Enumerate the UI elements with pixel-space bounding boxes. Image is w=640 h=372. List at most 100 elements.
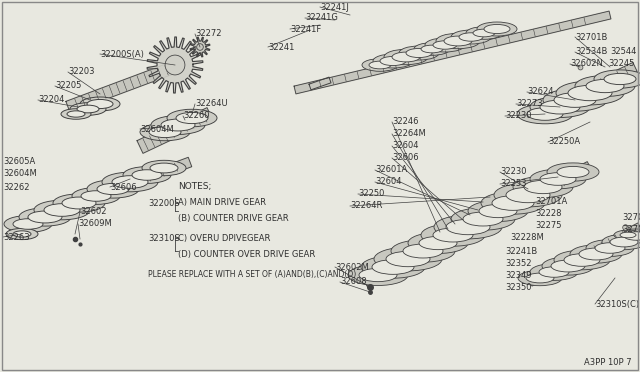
- Ellipse shape: [530, 96, 590, 118]
- Text: 32624: 32624: [527, 87, 554, 96]
- Ellipse shape: [595, 243, 625, 253]
- Text: PLEASE REPLACE WITH A SET OF (A)AND(B),(C)AND(D): PLEASE REPLACE WITH A SET OF (A)AND(B),(…: [148, 270, 356, 279]
- Ellipse shape: [80, 97, 120, 111]
- Ellipse shape: [399, 46, 439, 60]
- Ellipse shape: [539, 267, 569, 277]
- Text: 32605A: 32605A: [3, 157, 35, 167]
- Polygon shape: [13, 157, 192, 232]
- Ellipse shape: [53, 194, 105, 212]
- Text: 32701A: 32701A: [535, 198, 567, 206]
- Ellipse shape: [481, 192, 545, 214]
- Polygon shape: [147, 37, 203, 93]
- Ellipse shape: [492, 196, 534, 210]
- Ellipse shape: [391, 240, 455, 262]
- Text: 32544: 32544: [610, 48, 636, 57]
- Ellipse shape: [468, 201, 528, 221]
- Ellipse shape: [451, 208, 515, 230]
- Text: 32701B: 32701B: [575, 32, 607, 42]
- Text: 32250: 32250: [358, 189, 385, 199]
- Text: 32352: 32352: [505, 260, 531, 269]
- Ellipse shape: [556, 81, 624, 105]
- Ellipse shape: [6, 228, 38, 240]
- Text: 32203: 32203: [68, 67, 95, 77]
- Ellipse shape: [362, 59, 398, 71]
- Text: 32262: 32262: [3, 183, 29, 192]
- Ellipse shape: [408, 232, 468, 253]
- Ellipse shape: [436, 33, 480, 49]
- Text: 32246: 32246: [392, 118, 419, 126]
- Ellipse shape: [386, 251, 430, 267]
- Ellipse shape: [624, 232, 640, 240]
- Ellipse shape: [421, 224, 485, 246]
- Ellipse shape: [604, 73, 636, 84]
- Text: 32310S(C): 32310S(C): [595, 299, 639, 308]
- Ellipse shape: [586, 240, 634, 256]
- Polygon shape: [137, 108, 213, 153]
- Ellipse shape: [614, 230, 640, 240]
- Ellipse shape: [540, 173, 576, 185]
- Text: 32200S: 32200S: [148, 199, 180, 208]
- Ellipse shape: [554, 93, 596, 108]
- Ellipse shape: [444, 36, 472, 46]
- Ellipse shape: [369, 61, 391, 69]
- Text: 32241G: 32241G: [305, 13, 338, 22]
- Text: 32606: 32606: [110, 183, 136, 192]
- Ellipse shape: [594, 70, 640, 88]
- Ellipse shape: [586, 79, 624, 93]
- Text: 32241: 32241: [268, 42, 294, 51]
- Ellipse shape: [513, 176, 573, 198]
- Ellipse shape: [451, 30, 491, 44]
- Ellipse shape: [112, 176, 148, 188]
- Ellipse shape: [167, 109, 217, 127]
- Ellipse shape: [463, 212, 503, 226]
- Ellipse shape: [446, 219, 490, 235]
- Ellipse shape: [575, 76, 635, 96]
- Text: A3PP 10P 7: A3PP 10P 7: [584, 358, 632, 367]
- Text: (B) COUNTER DRIVE GEAR: (B) COUNTER DRIVE GEAR: [178, 215, 289, 224]
- Ellipse shape: [149, 126, 181, 138]
- Ellipse shape: [161, 119, 195, 131]
- Ellipse shape: [87, 99, 113, 109]
- Text: A) MAIN DRIVE GEAR: A) MAIN DRIVE GEAR: [178, 199, 266, 208]
- Ellipse shape: [123, 167, 171, 183]
- Text: 32200S(A): 32200S(A): [100, 49, 144, 58]
- Text: 32204: 32204: [38, 96, 65, 105]
- Text: 32272: 32272: [195, 29, 221, 38]
- Ellipse shape: [77, 105, 99, 113]
- Text: 32264M: 32264M: [392, 129, 426, 138]
- Text: 32349: 32349: [505, 270, 531, 279]
- Text: 32310S: 32310S: [148, 234, 180, 243]
- Text: 32604M: 32604M: [140, 125, 173, 134]
- Ellipse shape: [359, 268, 397, 282]
- Ellipse shape: [361, 256, 425, 278]
- Ellipse shape: [62, 197, 96, 209]
- Text: 32701: 32701: [622, 224, 640, 234]
- Text: 32241J: 32241J: [320, 3, 349, 12]
- Ellipse shape: [433, 41, 457, 49]
- Ellipse shape: [610, 237, 638, 247]
- Text: 32602M: 32602M: [335, 263, 369, 272]
- Text: 32250A: 32250A: [548, 138, 580, 147]
- Text: C) OVERU DPIVEGEAR: C) OVERU DPIVEGEAR: [178, 234, 270, 243]
- Ellipse shape: [524, 180, 562, 194]
- Ellipse shape: [530, 264, 578, 280]
- Text: 32608: 32608: [340, 278, 367, 286]
- Ellipse shape: [506, 187, 550, 203]
- Circle shape: [196, 44, 204, 50]
- Ellipse shape: [433, 228, 473, 242]
- Ellipse shape: [392, 52, 420, 62]
- Text: 32260: 32260: [183, 112, 209, 121]
- Text: 32701A: 32701A: [622, 212, 640, 221]
- Ellipse shape: [142, 160, 186, 176]
- Ellipse shape: [132, 170, 162, 180]
- Ellipse shape: [579, 248, 613, 260]
- Ellipse shape: [70, 103, 106, 115]
- Text: 32602: 32602: [80, 208, 106, 217]
- Text: 32604: 32604: [375, 177, 401, 186]
- Ellipse shape: [72, 187, 120, 204]
- Ellipse shape: [372, 260, 414, 275]
- Text: 32264R: 32264R: [350, 202, 382, 211]
- Text: 32606: 32606: [392, 154, 419, 163]
- Circle shape: [165, 55, 185, 75]
- Ellipse shape: [348, 264, 408, 285]
